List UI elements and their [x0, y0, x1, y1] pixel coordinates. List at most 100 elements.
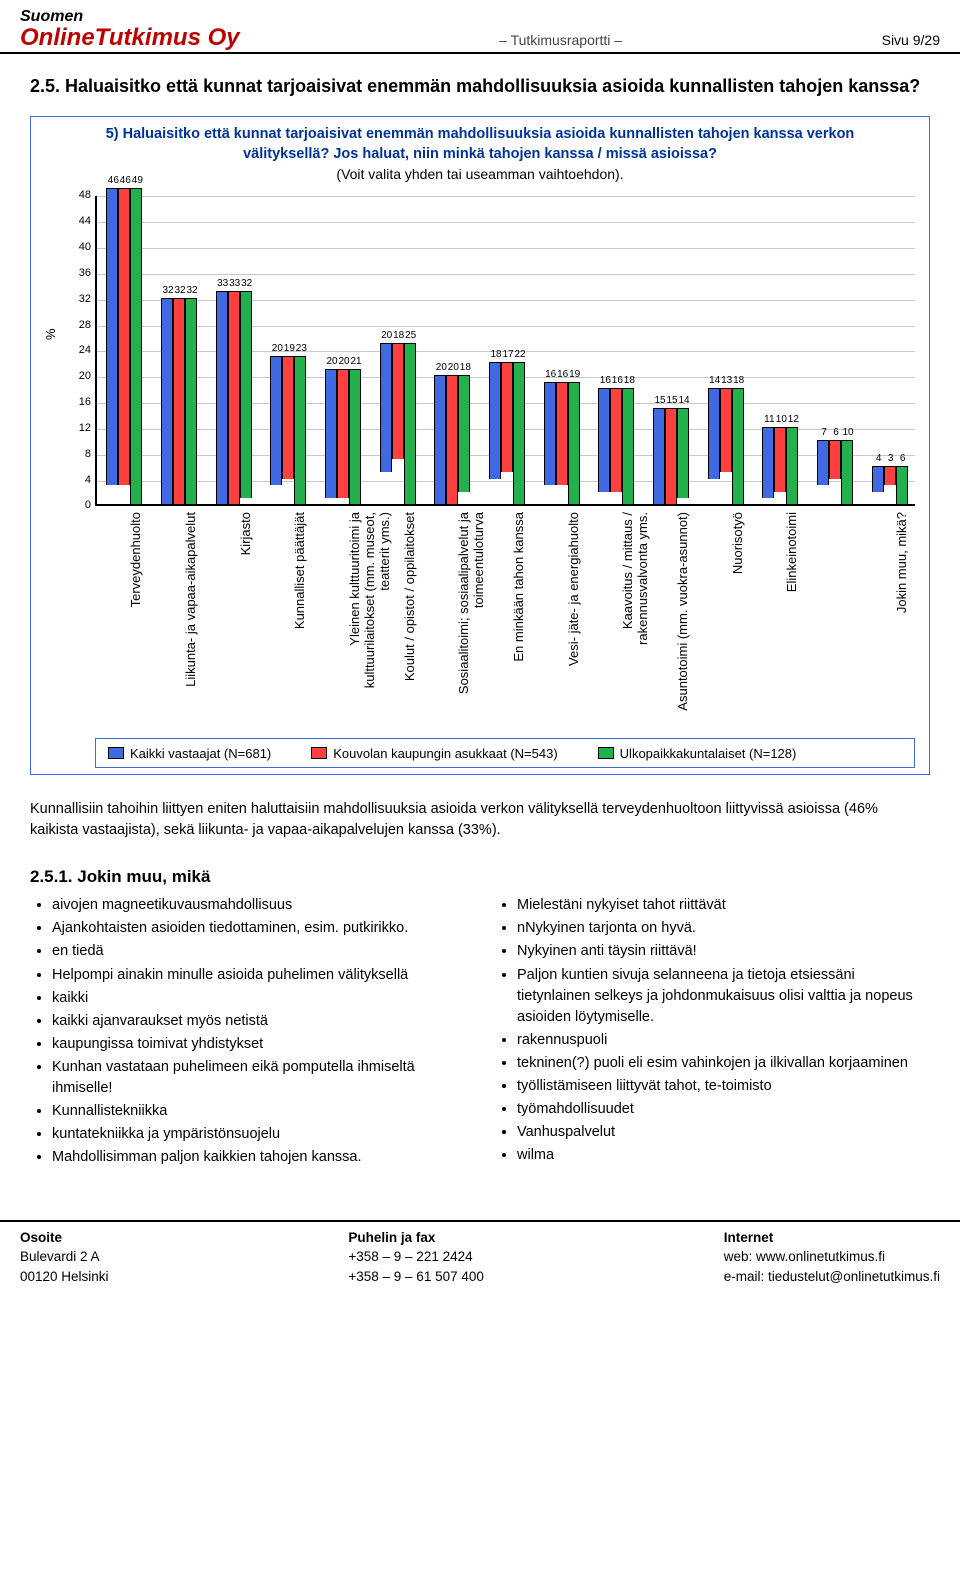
x-category-label: Yleinen kulttuuritoimi ja kulttuurilaito… — [347, 512, 392, 732]
x-category-label: Asuntotoimi (mm. vuokra-asunnot) — [675, 512, 690, 732]
bar: 4 — [872, 466, 884, 492]
chart-legend: Kaikki vastaajat (N=681) Kouvolan kaupung… — [95, 738, 915, 768]
x-category-label: Vesi- jäte- ja energiahuolto — [566, 512, 581, 732]
y-tick-label: 44 — [69, 215, 91, 227]
list-item: Helpompi ainakin minulle asioida puhelim… — [52, 965, 465, 986]
bar-value-label: 22 — [512, 349, 528, 360]
y-tick-label: 0 — [69, 499, 91, 511]
bar: 18 — [489, 362, 501, 478]
page-header: Suomen OnlineTutkimus Oy – Tutkimusrapor… — [0, 0, 960, 54]
bullet-list-right: Mielestäni nykyiset tahot riittävätnNyky… — [495, 895, 930, 1169]
list-item: Mahdollisimman paljon kaikkien tahojen k… — [52, 1147, 465, 1168]
y-tick-label: 32 — [69, 293, 91, 305]
chart-subtitle: (Voit valita yhden tai useamman vaihtoeh… — [35, 166, 925, 190]
bar-group: 181722 — [489, 362, 525, 504]
bar-value-label: 12 — [785, 414, 801, 425]
bar: 16 — [598, 388, 610, 491]
list-item: Mielestäni nykyiset tahot riittävät — [517, 895, 930, 916]
bar: 11 — [762, 427, 774, 498]
footer-col-internet: Internet web: www.onlinetutkimus.fi e-ma… — [724, 1228, 940, 1287]
bar-value-label: 18 — [731, 375, 747, 386]
list-item: wilma — [517, 1145, 930, 1166]
list-item: Vanhuspalvelut — [517, 1122, 930, 1143]
legend-swatch — [311, 747, 327, 759]
list-item: aivojen magneetikuvausmahdollisuus — [52, 895, 465, 916]
bar-value-label: 19 — [567, 369, 583, 380]
grid-line — [97, 222, 915, 223]
grid-line — [97, 274, 915, 275]
bar: 7 — [817, 440, 829, 485]
bar: 20 — [325, 369, 337, 498]
bar-group: 202018 — [434, 375, 470, 504]
footer-h1: Osoite — [20, 1230, 62, 1245]
footer-c2l1: +358 – 9 – 221 2424 — [348, 1249, 472, 1264]
y-tick-label: 20 — [69, 370, 91, 382]
bar: 17 — [501, 362, 513, 472]
bullet-columns: aivojen magneetikuvausmahdollisuusAjanko… — [0, 895, 960, 1199]
y-tick-label: 40 — [69, 241, 91, 253]
bar: 32 — [185, 298, 197, 505]
bar: 14 — [708, 388, 720, 478]
bar: 18 — [392, 343, 404, 459]
y-tick-label: 8 — [69, 448, 91, 460]
chart-title: 5) Haluaisitko että kunnat tarjoaisivat … — [35, 121, 925, 166]
x-category-label: En minkään tahon kanssa — [511, 512, 526, 732]
legend-label: Kaikki vastaajat (N=681) — [130, 746, 271, 761]
bar: 25 — [404, 343, 416, 504]
bar-group: 7610 — [817, 440, 853, 505]
footer-c2l2: +358 – 9 – 61 507 400 — [348, 1269, 484, 1284]
bar-group: 333332 — [216, 291, 252, 504]
bar: 32 — [161, 298, 173, 505]
plot-area: 0481216202428323640444846464932323233333… — [95, 196, 915, 506]
bar: 16 — [556, 382, 568, 485]
list-item: kaikki ajanvaraukset myös netistä — [52, 1011, 465, 1032]
bar-value-label: 23 — [293, 343, 309, 354]
subsection-title: 2.5.1. Jokin muu, mikä — [0, 851, 960, 895]
bar: 20 — [446, 375, 458, 504]
bar: 18 — [458, 375, 470, 491]
x-category-label: Nuorisotyö — [730, 512, 745, 732]
bar-group: 201825 — [380, 343, 416, 504]
list-item: Paljon kuntien sivuja selanneena ja tiet… — [517, 965, 930, 1028]
y-tick-label: 16 — [69, 396, 91, 408]
bar: 46 — [106, 188, 118, 485]
body-paragraph: Kunnallisiin tahoihin liittyen eniten ha… — [0, 775, 960, 851]
bar-group: 111012 — [762, 427, 798, 505]
bar: 10 — [841, 440, 853, 505]
chart-area: % 04812162024283236404448464649323232333… — [35, 190, 925, 770]
y-tick-label: 36 — [69, 267, 91, 279]
bar: 20 — [434, 375, 446, 504]
bar-value-label: 18 — [457, 362, 473, 373]
brand-line2: OnlineTutkimus Oy — [20, 26, 240, 50]
footer-col-address: Osoite Bulevardi 2 A 00120 Helsinki — [20, 1228, 109, 1287]
y-tick-label: 48 — [69, 189, 91, 201]
bar: 14 — [677, 408, 689, 498]
legend-label: Ulkopaikkakuntalaiset (N=128) — [620, 746, 797, 761]
list-item: nNykyinen tarjonta on hyvä. — [517, 918, 930, 939]
bar-value-label: 10 — [840, 427, 856, 438]
bar: 32 — [240, 291, 252, 498]
list-item: rakennuspuoli — [517, 1030, 930, 1051]
bar-value-label: 6 — [895, 453, 911, 464]
bar: 21 — [349, 369, 361, 505]
footer-c1l1: Bulevardi 2 A — [20, 1249, 100, 1264]
list-item: kuntatekniikka ja ympäristönsuojelu — [52, 1124, 465, 1145]
x-category-label: Terveydenhuolto — [128, 512, 143, 732]
bar: 6 — [896, 466, 908, 505]
y-tick-label: 12 — [69, 422, 91, 434]
bar-group: 464649 — [106, 188, 142, 504]
bar: 19 — [282, 356, 294, 479]
bar-group: 202021 — [325, 369, 361, 505]
bar-value-label: 32 — [239, 278, 255, 289]
footer-c3l2: e-mail: tiedustelut@onlinetutkimus.fi — [724, 1269, 940, 1284]
bar: 23 — [294, 356, 306, 505]
footer-h3: Internet — [724, 1230, 774, 1245]
bar-group: 201923 — [270, 356, 306, 505]
legend-item: Ulkopaikkakuntalaiset (N=128) — [598, 746, 797, 761]
bar-group: 161619 — [544, 382, 580, 505]
y-axis-label: % — [43, 329, 58, 341]
legend-swatch — [108, 747, 124, 759]
legend-label: Kouvolan kaupungin asukkaat (N=543) — [333, 746, 557, 761]
page-number: Sivu 9/29 — [882, 32, 940, 50]
bar: 15 — [665, 408, 677, 505]
